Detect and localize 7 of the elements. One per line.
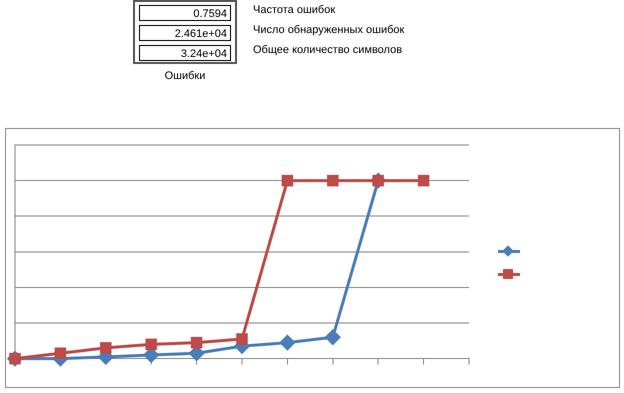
text: Число обнаруженных ошибок [253,23,404,38]
text: Частота ошибок [253,3,336,18]
text: 0.7594 [139,5,231,21]
text: 3.24e+04 [139,45,231,61]
text: Общее количество символов [253,43,402,58]
text: Ошибки [164,70,206,82]
text: 2.461e+04 [139,25,231,41]
